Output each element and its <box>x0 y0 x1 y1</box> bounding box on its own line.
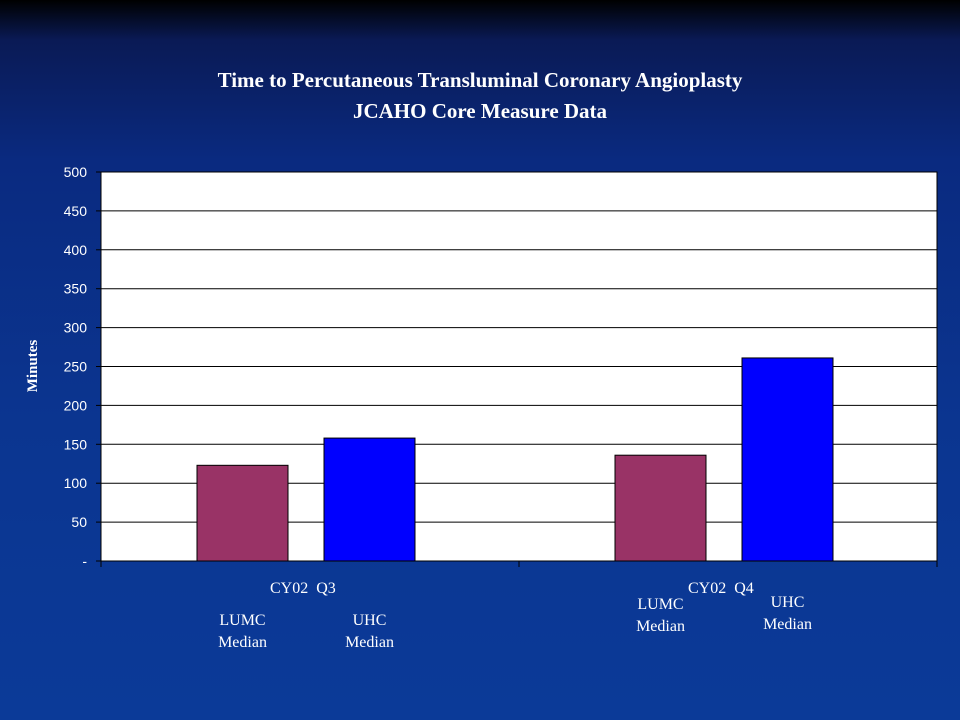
category-label: CY02 Q3 <box>270 580 336 597</box>
bar-uhc-2 <box>741 357 834 562</box>
bar-lumc-2 <box>614 454 707 562</box>
bar-label: UHC Median <box>320 610 420 654</box>
category-label: CY02 Q4 <box>688 580 754 597</box>
bar-label: UHC Median <box>738 592 838 636</box>
y-tick-label: 200 <box>64 397 88 413</box>
bar-lumc-1 <box>196 464 289 562</box>
y-tick-label: 300 <box>64 320 88 336</box>
bar-label: LUMC Median <box>193 610 293 654</box>
chart-title: Time to Percutaneous Transluminal Corona… <box>217 68 743 92</box>
bar-label-line2: Median <box>763 616 812 633</box>
y-tick-label: 150 <box>64 436 88 452</box>
y-axis-label: Minutes <box>25 340 41 393</box>
bar-label-line2: Median <box>345 634 394 651</box>
y-tick-label: - <box>82 553 87 569</box>
bar-label: LUMC Median <box>611 594 711 638</box>
chart-subtitle: JCAHO Core Measure Data <box>352 99 608 123</box>
bar-label-line1: UHC <box>352 612 387 629</box>
y-tick-label: 400 <box>64 242 88 258</box>
bar-label-line2: Median <box>636 618 685 635</box>
bar-label-line1: LUMC <box>219 612 266 629</box>
bar-label-line1: LUMC <box>637 596 684 613</box>
bar-uhc-1 <box>323 437 416 562</box>
y-tick-label: 50 <box>71 514 87 530</box>
y-tick-label: 100 <box>64 475 88 491</box>
bar-label-line2: Median <box>218 634 267 651</box>
y-tick-label: 350 <box>64 281 88 297</box>
y-tick-label: 500 <box>64 164 88 180</box>
bar-label-line1: UHC <box>770 594 805 611</box>
y-tick-label: 450 <box>64 203 88 219</box>
y-tick-label: 250 <box>64 359 88 375</box>
